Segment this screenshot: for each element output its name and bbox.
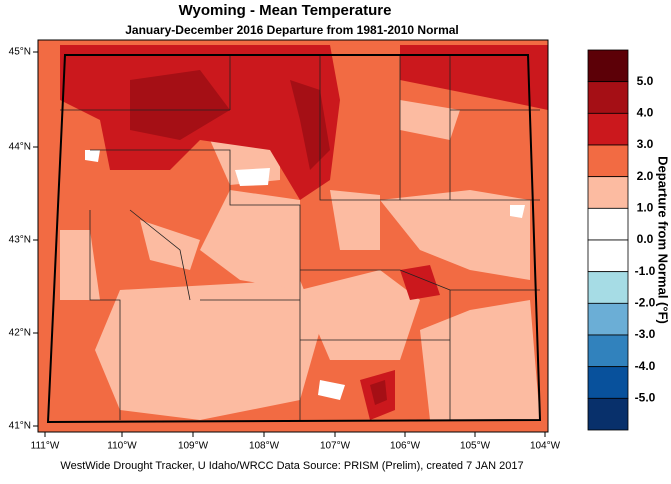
colorbar-label: -1.0 — [635, 264, 656, 278]
colorbar-bin — [587, 49, 629, 83]
lon-label: 104°W — [530, 441, 561, 452]
colorbar-bin — [587, 207, 629, 241]
lat-label: 44°N — [9, 142, 31, 153]
lat-label: 43°N — [9, 235, 31, 246]
colorbar: 5.0 4.0 3.0 2.0 1.0 0.0 -1.0 -2.0 -3.0 -4.0 -5.0 — [587, 49, 656, 431]
colorbar-title: Departure from Normal (°F) — [656, 156, 671, 324]
colorbar-label: 2.0 — [637, 169, 654, 183]
title: Wyoming - Mean Temperature — [179, 2, 392, 19]
colorbar-label: 3.0 — [637, 137, 654, 151]
colorbar-label: -5.0 — [635, 391, 656, 405]
colorbar-bin — [587, 334, 629, 368]
subtitle: January-December 2016 Departure from 198… — [125, 23, 459, 37]
lon-label: 110°W — [107, 441, 137, 452]
colorbar-label: -4.0 — [635, 359, 656, 373]
lon-label: 106°W — [390, 441, 421, 452]
colorbar-label: 4.0 — [637, 106, 654, 120]
colorbar-label: 0.0 — [637, 232, 654, 246]
colorbar-bin — [587, 112, 629, 146]
colorbar-bin — [587, 81, 629, 114]
colorbar-label: -3.0 — [635, 327, 656, 341]
lon-label: 109°W — [178, 441, 209, 452]
colorbar-bin — [587, 176, 629, 209]
colorbar-bin — [587, 366, 629, 399]
lon-label: 108°W — [249, 441, 280, 452]
colorbar-bin — [587, 271, 629, 304]
lon-label: 107°W — [320, 441, 351, 452]
lat-label: 42°N — [9, 328, 31, 339]
footer: WestWide Drought Tracker, U Idaho/WRCC D… — [60, 460, 523, 472]
colorbar-label: 1.0 — [637, 201, 654, 215]
colorbar-bin — [587, 239, 629, 273]
colorbar-bin — [587, 302, 629, 336]
colorbar-bin — [587, 144, 629, 178]
colorbar-label: 5.0 — [637, 74, 654, 88]
map — [37, 39, 549, 433]
colorbar-label: -2.0 — [635, 296, 656, 310]
lat-label: 41°N — [9, 421, 31, 432]
lon-label: 111°W — [31, 441, 60, 452]
lon-label: 105°W — [460, 441, 491, 452]
colorbar-bin — [587, 397, 629, 431]
lat-label: 45°N — [9, 47, 31, 58]
